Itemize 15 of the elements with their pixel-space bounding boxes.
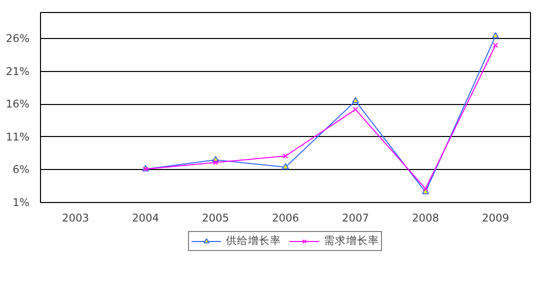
y-tick-label: 26% — [6, 32, 30, 46]
legend-label: 需求增长率 — [324, 234, 379, 248]
x-tick-label: 2007 — [342, 212, 370, 224]
x-tick-label: 2004 — [132, 212, 160, 224]
y-tick-label: 1% — [12, 196, 30, 209]
x-tick-label: 2003 — [62, 212, 90, 224]
y-tick-label: 6% — [12, 163, 30, 176]
x-tick-label: 2005 — [202, 212, 230, 224]
x-tick-label: 2008 — [412, 212, 440, 224]
y-tick-label: 21% — [6, 64, 30, 78]
legend-label: 供给增长率 — [226, 234, 281, 248]
y-tick-label: 11% — [6, 130, 30, 144]
x-tick-label: 2006 — [272, 212, 300, 224]
x-tick-label: 2009 — [482, 212, 510, 224]
y-tick-label: 16% — [6, 98, 30, 111]
